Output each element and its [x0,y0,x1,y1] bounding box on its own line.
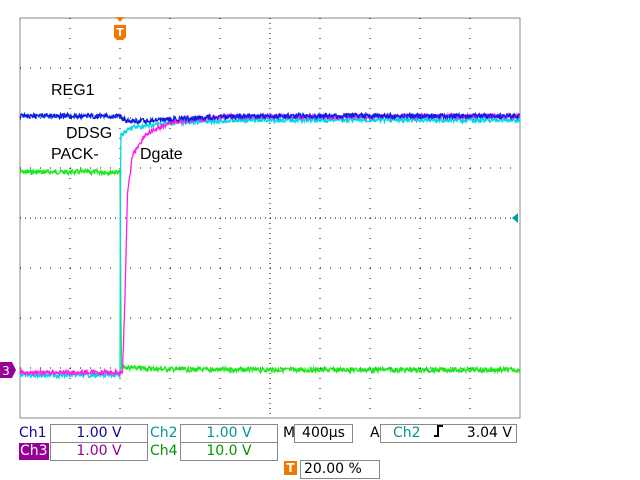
trace-reg1 [19,111,521,126]
ch2-label[interactable]: Ch2 [150,425,178,441]
ch4-scale[interactable]: 10.0 V [180,442,278,461]
rising-edge-icon [434,425,444,437]
label-dgate: Dgate [140,146,183,163]
ch1-scale[interactable]: 1.00 V [50,424,148,443]
trigger-source: Ch2 [393,425,421,441]
trigger-position-icon: T [284,461,297,475]
graticule [19,17,521,419]
ch4-label[interactable]: Ch4 [150,443,178,459]
label-pack: PACK- [51,146,99,163]
ch2-scale[interactable]: 1.00 V [180,424,278,443]
timebase-value[interactable]: 400µs [294,424,353,443]
trigger-mode: A [370,425,380,441]
trigger-level-marker[interactable] [512,213,518,223]
trigger-level: 3.04 V [466,425,512,441]
label-reg1: REG1 [51,82,95,99]
ch1-label[interactable]: Ch1 [19,425,47,441]
ch3-scale[interactable]: 1.00 V [50,442,148,461]
trigger-position-marker[interactable]: T [114,17,126,40]
trigger-position-value[interactable]: 20.00 % [300,460,380,479]
svg-text:3: 3 [2,364,10,378]
ch3-label[interactable]: Ch3 [19,443,49,460]
label-ddsg: DDSG [66,125,113,142]
ch3-ground-marker[interactable]: 3 [0,362,16,378]
timebase-label: M [283,425,296,441]
trace-pack [19,167,521,375]
trigger-settings[interactable]: Ch2 3.04 V [380,424,517,443]
waveforms [19,111,521,380]
trigger-marker-text: T [116,26,124,39]
